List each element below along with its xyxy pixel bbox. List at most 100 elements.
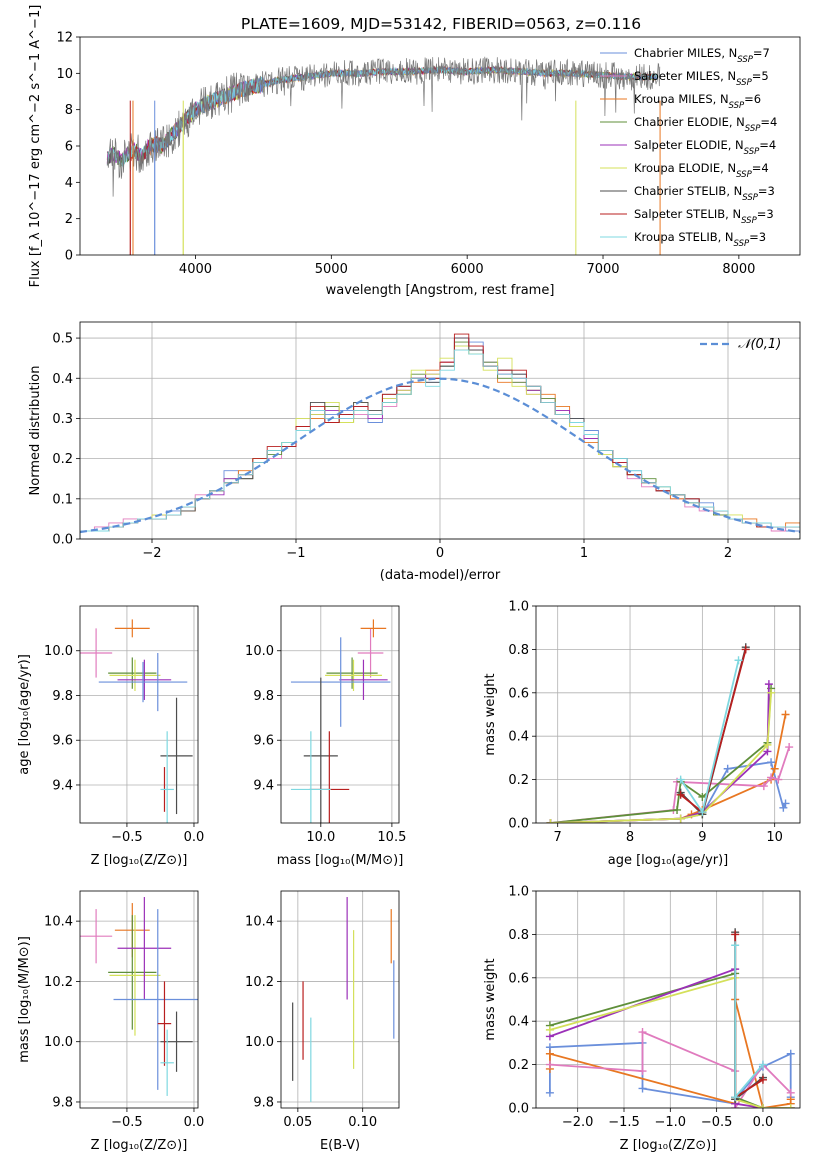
x-tick-label: 9	[698, 830, 706, 845]
legend-label: Kroupa ELODIE, NSSP=4	[634, 161, 769, 180]
y-tick-label: 0.1	[52, 492, 73, 507]
model-spectrum-line	[182, 65, 658, 255]
weight-marker	[731, 1093, 740, 1102]
weight-marker	[764, 680, 773, 689]
y-tick-label: 0.6	[508, 971, 529, 986]
panel-residuals: −2 −1 0 1 2 0.0 0.1 0.2 0.3 0.4 0.5 (data-model)/er…	[28, 321, 801, 583]
axes-frame	[535, 605, 801, 824]
x-tick-label: 10	[766, 830, 783, 845]
legend-label: Salpeter STELIB, NSSP=3	[634, 207, 774, 226]
x-tick-label: −1.0	[655, 1115, 687, 1130]
x-tick-label: 5000	[315, 262, 348, 277]
panel-mass_vs_Z: −0.5 0.0 9.8 10.0 10.2 10.4 Z [log₁₀(Z/Z⊙)] mas…	[17, 890, 205, 1153]
data-spectrum-line	[106, 56, 661, 197]
y-tick-label: 10.2	[44, 975, 73, 990]
x-tick-label: −1	[286, 546, 305, 561]
axes-frame	[79, 36, 801, 256]
spectrum-legend: Chabrier MILES, NSSP=7 Salpeter MILES, NS…	[600, 46, 777, 249]
errorbar-point	[357, 628, 384, 678]
errorbar-point	[80, 909, 113, 964]
y-tick-label: 0.2	[508, 1058, 529, 1073]
errorbars	[80, 619, 193, 823]
legend-label: Chabrier STELIB, NSSP=3	[634, 184, 775, 203]
errorbar-point	[117, 897, 172, 1000]
x-tick-label: 10.5	[377, 830, 406, 845]
x-tick-label: 10.0	[306, 830, 335, 845]
x-tick-label: −1.5	[608, 1115, 640, 1130]
x-tick-label: 0.0	[184, 830, 205, 845]
panel-age_vs_mass: 10.0 10.5 9.4 9.6 9.8 10.0 mass [log₁₀(M/M⊙)]	[245, 605, 406, 868]
x-tick-label: 7000	[586, 262, 619, 277]
x-tick-label: 4000	[179, 262, 212, 277]
errorbar-point	[360, 619, 387, 638]
y-tick-label: 10.0	[44, 644, 73, 659]
x-tick-label: 0	[436, 546, 444, 561]
weight-marker	[545, 1025, 554, 1034]
y-tick-label: 9.8	[253, 1095, 274, 1110]
weight-line	[550, 761, 787, 823]
weight-marker	[767, 688, 776, 697]
y-tick-label: 2	[65, 212, 73, 227]
legend-label: Salpeter MILES, NSSP=5	[634, 69, 769, 88]
y-tick-label: 9.8	[52, 689, 73, 704]
y-tick-label: 10.4	[44, 915, 73, 930]
panel-age_vs_Z: −0.5 0.0 9.4 9.6 9.8 10.0 Z [log₁₀(Z/Z⊙)] age […	[17, 605, 205, 868]
panel-mass_vs_ebv: 0.05 0.10 9.8 10.0 10.2 10.4 E(B-V)	[245, 890, 400, 1153]
weight-marker	[759, 782, 768, 791]
errorbar-point	[113, 909, 198, 1090]
errorbar-point	[160, 731, 174, 823]
weight-marker	[781, 710, 790, 719]
weight-marker	[734, 656, 743, 665]
y-tick-label: 9.8	[52, 1095, 73, 1110]
model-spectrum-line	[132, 66, 658, 255]
y-tick-label: 0.4	[508, 1015, 529, 1030]
y-tick-label: 10.4	[245, 915, 274, 930]
weight-marker	[676, 775, 685, 784]
y-tick-label: 8	[65, 103, 73, 118]
weight-line	[550, 692, 772, 823]
weight-marker	[731, 930, 740, 939]
errorbars	[292, 897, 395, 1102]
weight-marker	[758, 1104, 767, 1108]
weight-marker	[785, 743, 794, 752]
y-tick-label: 9.4	[253, 778, 274, 793]
x-tick-label: 0.0	[184, 1115, 205, 1130]
y-tick-label: 0.0	[508, 1102, 529, 1117]
y-tick-label: 10	[56, 67, 73, 82]
x-tick-label: −2.0	[562, 1115, 594, 1130]
errorbars	[290, 619, 391, 823]
x-tick-label: −0.5	[111, 1115, 143, 1130]
axes-frame	[280, 605, 400, 824]
errorbar-point	[109, 915, 161, 1036]
errorbar-point	[160, 697, 193, 815]
weight-line	[550, 684, 770, 823]
weight-marker	[723, 764, 732, 773]
y-tick-label: 0.2	[52, 452, 73, 467]
weight-marker	[676, 790, 685, 799]
x-tick-label: 6000	[451, 262, 484, 277]
errorbar-point	[98, 661, 188, 703]
errorbar-point	[290, 731, 331, 823]
weight-marker	[676, 814, 685, 823]
x-axis-label: wavelength [Angstrom, rest frame]	[326, 283, 555, 298]
y-axis-label: age [log₁₀(age/yr)]	[17, 654, 32, 775]
axes-frame	[79, 890, 199, 1109]
weight-marker	[698, 792, 707, 801]
panel-spectrum: 4000 5000 6000 7000 8000 0 2 4 6 8 10 12 PLATE=1609,…	[28, 5, 801, 298]
x-axis-label: age [log₁₀(age/yr)]	[608, 853, 729, 868]
axes-frame	[79, 605, 199, 824]
errorbar-point	[108, 915, 157, 1030]
weight-marker	[545, 1088, 554, 1097]
errorbar-point	[108, 657, 157, 689]
x-tick-label: −0.5	[701, 1115, 733, 1130]
x-axis-label: (data-model)/error	[380, 568, 501, 583]
y-tick-label: 0.0	[508, 817, 529, 832]
x-axis-label: Z [log₁₀(Z/Z⊙)]	[91, 853, 188, 868]
x-tick-label: 2	[724, 546, 732, 561]
errorbar-point	[114, 619, 150, 638]
weight-marker	[770, 764, 779, 773]
legend-label: Salpeter ELODIE, NSSP=4	[634, 138, 776, 157]
weight-marker	[545, 1060, 554, 1069]
weight-line	[550, 688, 772, 823]
y-tick-label: 6	[65, 140, 73, 155]
